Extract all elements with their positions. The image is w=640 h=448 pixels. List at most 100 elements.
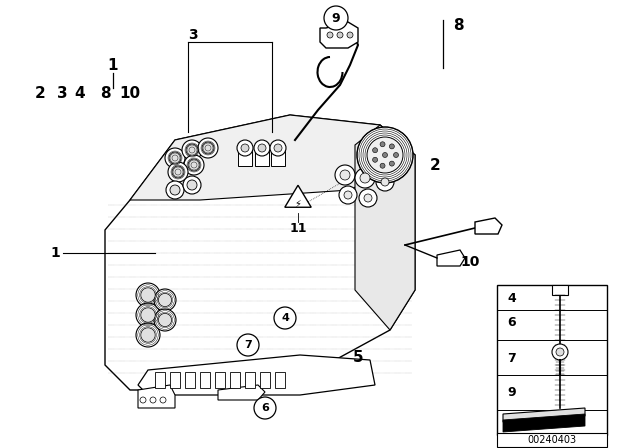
Circle shape: [372, 148, 378, 153]
Text: 4: 4: [507, 292, 516, 305]
Circle shape: [159, 293, 172, 306]
Text: 1: 1: [108, 57, 118, 73]
Circle shape: [360, 173, 370, 183]
Text: 3: 3: [57, 86, 67, 100]
Circle shape: [154, 289, 176, 311]
Circle shape: [237, 140, 253, 156]
Bar: [260, 372, 270, 388]
Circle shape: [372, 157, 378, 162]
Circle shape: [136, 283, 160, 307]
Circle shape: [339, 186, 357, 204]
Circle shape: [160, 397, 166, 403]
Bar: [200, 372, 210, 388]
Circle shape: [141, 308, 155, 322]
Circle shape: [202, 142, 214, 154]
Circle shape: [357, 127, 413, 183]
Circle shape: [364, 194, 372, 202]
Circle shape: [141, 288, 155, 302]
Text: 11: 11: [289, 221, 307, 234]
Polygon shape: [105, 115, 415, 390]
Circle shape: [340, 170, 350, 180]
Circle shape: [170, 185, 180, 195]
Bar: [275, 372, 285, 388]
Circle shape: [182, 140, 202, 160]
Circle shape: [141, 328, 155, 342]
Text: 7: 7: [244, 340, 252, 350]
Text: 6: 6: [261, 403, 269, 413]
Circle shape: [556, 348, 564, 356]
Circle shape: [394, 152, 399, 158]
Circle shape: [327, 32, 333, 38]
Circle shape: [198, 138, 218, 158]
Bar: [245, 372, 255, 388]
Circle shape: [165, 148, 185, 168]
Circle shape: [381, 178, 389, 186]
Text: 2: 2: [35, 86, 45, 100]
Bar: [271, 148, 285, 166]
Circle shape: [136, 323, 160, 347]
Circle shape: [324, 6, 348, 30]
Text: 00240403: 00240403: [527, 435, 577, 445]
Polygon shape: [138, 355, 375, 395]
Text: 8: 8: [453, 17, 463, 33]
Circle shape: [344, 191, 352, 199]
Bar: [215, 372, 225, 388]
Circle shape: [359, 189, 377, 207]
Bar: [170, 372, 180, 388]
Bar: [238, 148, 252, 166]
Circle shape: [367, 137, 403, 173]
Circle shape: [355, 168, 375, 188]
Polygon shape: [437, 250, 465, 266]
Circle shape: [380, 142, 385, 147]
Circle shape: [258, 144, 266, 152]
Circle shape: [187, 180, 197, 190]
Circle shape: [335, 165, 355, 185]
Polygon shape: [503, 408, 585, 422]
Circle shape: [186, 144, 198, 156]
Text: 10: 10: [460, 255, 479, 269]
Text: 9: 9: [507, 387, 516, 400]
Circle shape: [347, 32, 353, 38]
Circle shape: [136, 303, 160, 327]
Text: 4: 4: [281, 313, 289, 323]
Circle shape: [188, 159, 200, 171]
Circle shape: [376, 173, 394, 191]
Circle shape: [389, 144, 394, 149]
Circle shape: [274, 144, 282, 152]
Circle shape: [140, 397, 146, 403]
Circle shape: [270, 140, 286, 156]
Circle shape: [168, 162, 188, 182]
Text: 5: 5: [353, 350, 364, 366]
Polygon shape: [130, 115, 415, 200]
Text: 8: 8: [100, 86, 110, 100]
Circle shape: [380, 163, 385, 168]
Circle shape: [184, 155, 204, 175]
Text: 1: 1: [51, 246, 60, 260]
Text: ⚡: ⚡: [294, 199, 301, 209]
Polygon shape: [218, 385, 265, 400]
Circle shape: [254, 140, 270, 156]
Circle shape: [337, 32, 343, 38]
Polygon shape: [503, 414, 585, 432]
Bar: [497, 433, 607, 447]
Circle shape: [254, 397, 276, 419]
Circle shape: [172, 166, 184, 178]
Circle shape: [241, 144, 249, 152]
Circle shape: [383, 152, 387, 158]
Circle shape: [166, 181, 184, 199]
Bar: [497, 285, 607, 435]
Bar: [155, 372, 165, 388]
Polygon shape: [355, 125, 415, 330]
Bar: [185, 372, 195, 388]
Text: 9: 9: [332, 12, 340, 25]
Circle shape: [169, 152, 181, 164]
Text: 7: 7: [507, 352, 516, 365]
Circle shape: [154, 309, 176, 331]
Polygon shape: [138, 385, 175, 408]
Text: 3: 3: [188, 28, 198, 42]
Polygon shape: [475, 218, 502, 234]
Circle shape: [159, 314, 172, 327]
Text: 2: 2: [430, 158, 441, 172]
Bar: [255, 148, 269, 166]
Circle shape: [150, 397, 156, 403]
